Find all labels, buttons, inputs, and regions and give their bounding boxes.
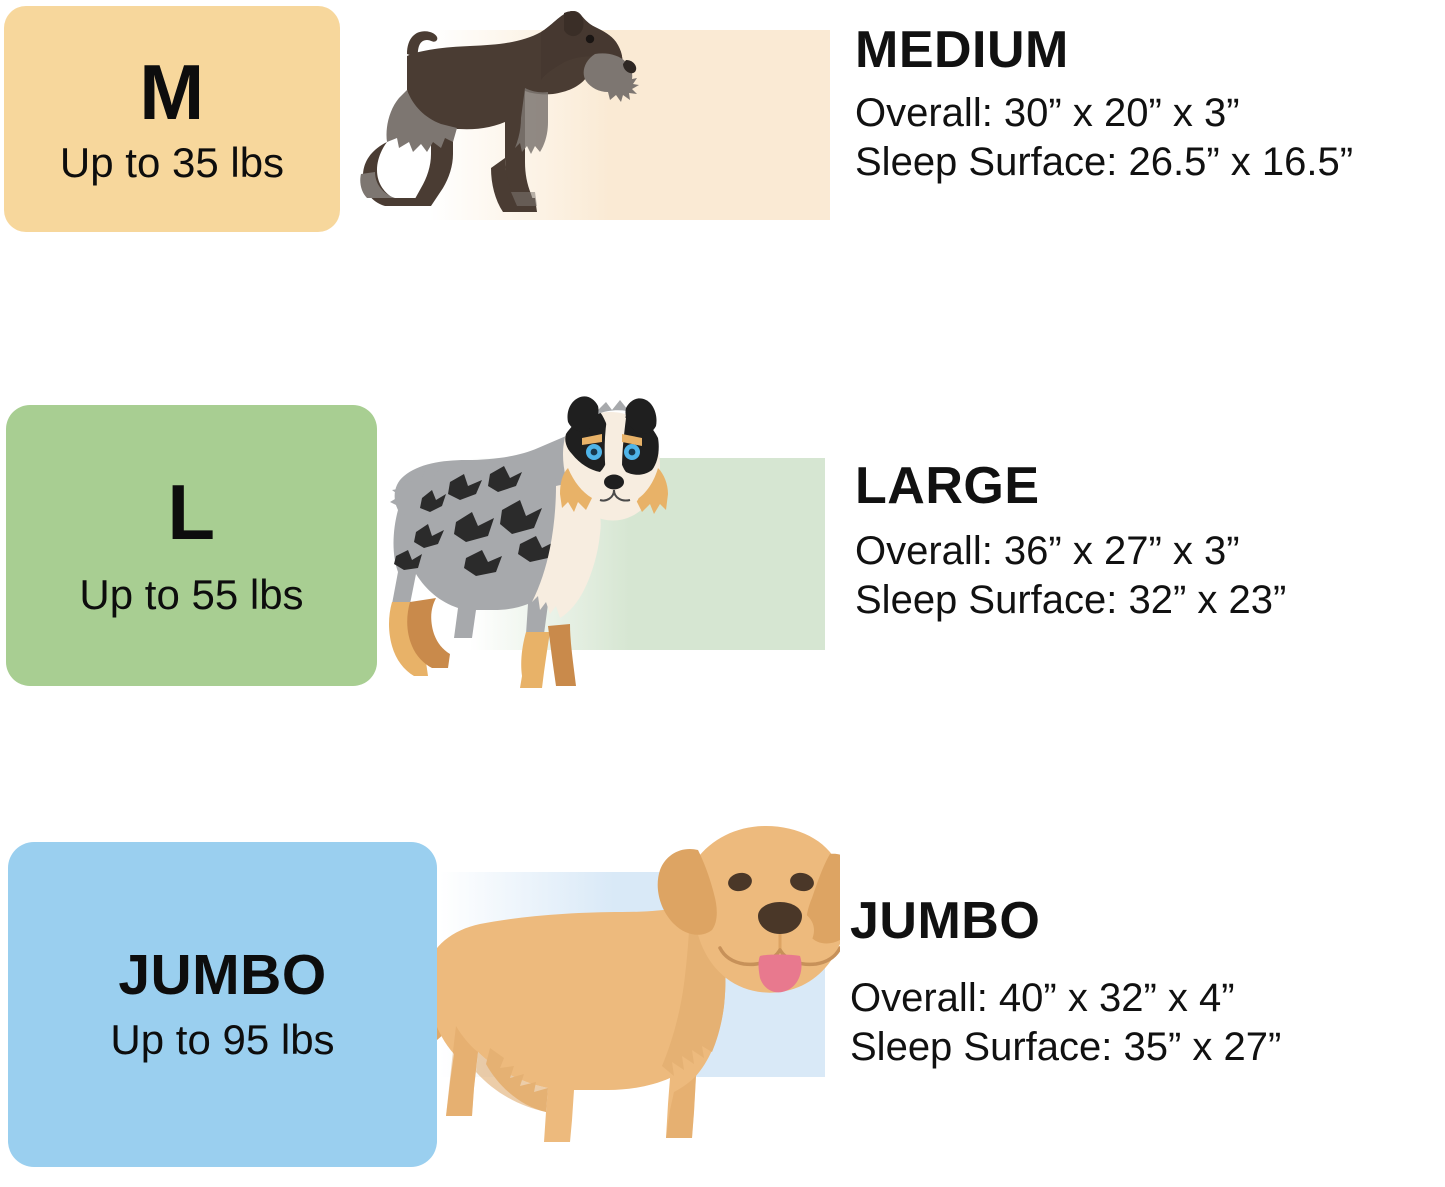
badge-weight-medium: Up to 35 lbs (59, 138, 285, 186)
spec-title-large: LARGE (855, 457, 1040, 515)
size-spec-large: LARGE Overall: 36” x 27” x 3” Sleep Surf… (855, 457, 1287, 625)
size-row-jumbo: JUMBO Up to 95 lbs (0, 800, 1445, 1187)
badge-letter-medium: M (139, 47, 205, 136)
badge-weight-jumbo: Up to 95 lbs (110, 1015, 335, 1063)
spec-overall-large: Overall: 36” x 27” x 3” (855, 529, 1240, 574)
spec-sleep-surface-large: Sleep Surface: 32” x 23” (855, 577, 1287, 622)
spec-overall-medium: Overall: 30” x 20” x 3” (855, 91, 1240, 136)
size-badge-large[interactable]: L Up to 55 lbs (6, 405, 377, 686)
badge-weight-large: Up to 55 lbs (79, 571, 304, 619)
size-spec-medium: MEDIUM Overall: 30” x 20” x 3” Sleep Sur… (855, 21, 1354, 187)
size-badge-jumbo[interactable]: JUMBO Up to 95 lbs (8, 842, 437, 1167)
australian-shepherd-dog-illustration (389, 396, 668, 688)
size-row-medium: M Up to 35 lbs (0, 0, 1445, 300)
size-badge-medium[interactable]: M Up to 35 lbs (4, 6, 340, 232)
schnauzer-dog-illustration (360, 11, 639, 212)
size-spec-jumbo: JUMBO Overall: 40” x 32” x 4” Sleep Surf… (850, 892, 1282, 1072)
spec-title-jumbo: JUMBO (850, 892, 1041, 950)
size-row-large: L Up to 55 lbs (0, 370, 1445, 720)
badge-letter-jumbo: JUMBO (118, 942, 327, 1007)
spec-sleep-surface-jumbo: Sleep Surface: 35” x 27” (850, 1024, 1282, 1069)
spec-title-medium: MEDIUM (855, 21, 1069, 79)
spec-overall-jumbo: Overall: 40” x 32” x 4” (850, 976, 1235, 1021)
spec-sleep-surface-medium: Sleep Surface: 26.5” x 16.5” (855, 139, 1354, 184)
badge-letter-large: L (167, 468, 216, 557)
